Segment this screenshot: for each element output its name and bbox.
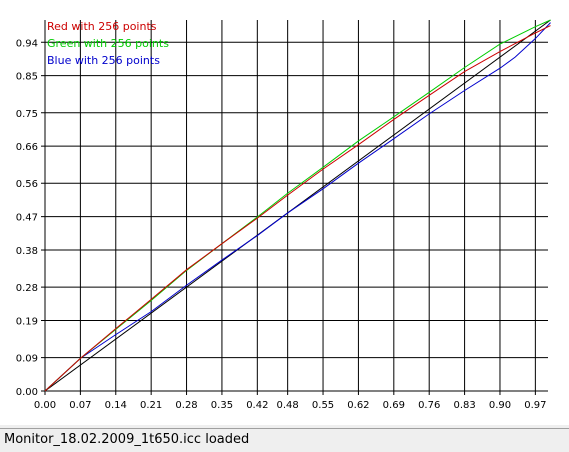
red-curve-line	[44, 25, 551, 392]
x-tick-label: 0.00	[34, 400, 56, 411]
gamma-curve-chart: 0.00 0.07 0.14 0.21 0.28 0.35 0.42 0.48 0.55 0.62…	[16, 19, 551, 411]
y-tick-label: 0.28	[16, 283, 38, 294]
x-tick-label: 0.42	[246, 400, 268, 411]
x-tick-label: 0.76	[418, 400, 440, 411]
x-tick-label: 0.48	[277, 400, 299, 411]
x-tick-label: 0.28	[175, 400, 197, 411]
x-tick-label: 0.35	[211, 400, 233, 411]
y-tick-label: 0.94	[16, 38, 38, 49]
status-text: Monitor_18.02.2009_1t650.icc loaded	[4, 432, 250, 447]
y-tick-label: 0.09	[16, 354, 38, 365]
x-tick-label: 0.83	[453, 400, 475, 411]
y-tick-label: 0.38	[16, 246, 38, 257]
x-tick-label: 0.55	[312, 400, 334, 411]
x-tick-label: 0.90	[489, 400, 511, 411]
x-tick-label: 0.14	[105, 400, 127, 411]
legend-entry: Green with 256 points	[47, 37, 169, 50]
status-bar: Monitor_18.02.2009_1t650.icc loaded	[0, 428, 569, 452]
y-tick-label: 0.75	[16, 109, 38, 120]
x-tick-label: 0.21	[140, 400, 162, 411]
y-tick-label: 0.85	[16, 72, 38, 83]
y-tick-label: 0.00	[16, 387, 38, 398]
green-curve-line	[44, 19, 551, 392]
y-tick-label: 0.19	[16, 317, 38, 328]
blue-curve-line	[44, 22, 551, 392]
x-tick-label: 0.62	[347, 400, 369, 411]
plot-area: 0.00 0.07 0.14 0.21 0.28 0.35 0.42 0.48 0.55 0.62…	[0, 0, 569, 425]
legend-entry: Red with 256 points	[47, 20, 157, 33]
x-tick-label: 0.69	[383, 400, 405, 411]
legend-entry: Blue with 256 points	[47, 54, 160, 67]
y-tick-label: 0.66	[16, 142, 38, 153]
x-tick-label: 0.07	[69, 400, 91, 411]
y-tick-label: 0.47	[16, 213, 38, 224]
x-tick-label: 0.97	[524, 400, 546, 411]
y-tick-label: 0.56	[16, 179, 38, 190]
